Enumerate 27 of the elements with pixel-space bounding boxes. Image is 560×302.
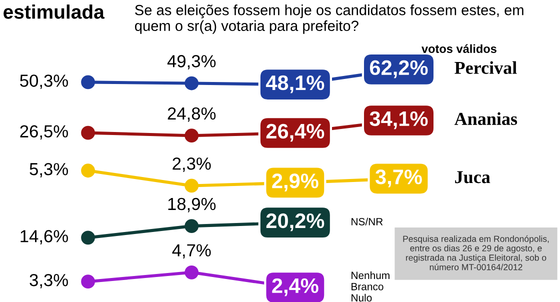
data-label: 26,4% xyxy=(266,124,324,142)
data-label: 14,6% xyxy=(20,230,68,244)
annotation: Pesquisa realizada em Rondonópolis, entre os dias 26 e 29 de agosto, e registrada na Justiça Eleitoral, sob o número MT-00164/2012 xyxy=(403,235,549,270)
legend-label: Ananias xyxy=(454,112,518,126)
data-label: 34,1% xyxy=(370,111,428,130)
data-label: 3,3% xyxy=(30,274,68,288)
data-label: 5,3% xyxy=(30,162,68,178)
data-label: 2,9% xyxy=(272,174,318,192)
legend-label: Percival xyxy=(454,61,517,74)
text: votos válidos xyxy=(422,44,496,53)
data-label: 24,8% xyxy=(168,107,216,122)
data-label: 49,3% xyxy=(167,55,216,70)
chart-title: estimulada xyxy=(4,4,105,19)
text: NS/NR xyxy=(352,218,383,226)
data-label: 50,3% xyxy=(20,74,68,89)
text: Nenhum Branco Nulo xyxy=(352,271,390,302)
data-label: 2,3% xyxy=(172,158,211,172)
legend-label: Juca xyxy=(455,171,490,184)
data-label: 2,4% xyxy=(272,278,318,296)
data-label: 20,2% xyxy=(266,213,324,232)
data-label: 48,1% xyxy=(266,75,324,94)
data-label: 62,2% xyxy=(370,60,428,78)
data-label: 18,9% xyxy=(168,198,216,212)
data-label: 4,7% xyxy=(172,244,211,259)
data-label: 3,7% xyxy=(375,170,422,188)
chart-subtitle: Se as eleições fossem hoje os candidatos fossem estes, em quem o sr(a) votaria para prefeito? xyxy=(135,4,524,34)
data-label: 26,5% xyxy=(20,125,68,140)
